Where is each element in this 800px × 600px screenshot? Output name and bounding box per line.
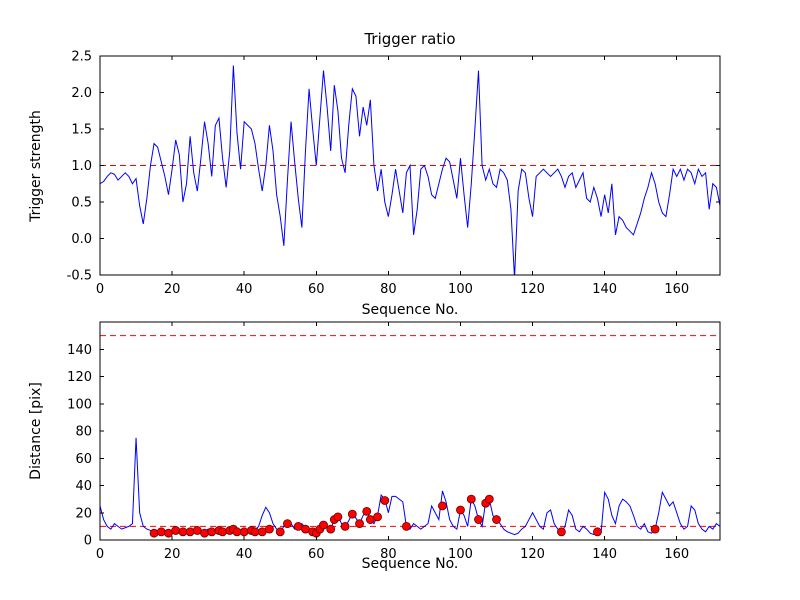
scatter-point bbox=[492, 515, 501, 524]
x-tick-label: 100 bbox=[448, 282, 473, 297]
y-tick-label: 2.5 bbox=[71, 50, 92, 65]
x-tick-label: 160 bbox=[664, 282, 689, 297]
scatter-point bbox=[232, 527, 242, 537]
tick-marks bbox=[99, 55, 720, 276]
y-tick-label: 0 bbox=[84, 534, 92, 549]
x-tick-label: 100 bbox=[448, 547, 473, 562]
scatter-point bbox=[171, 526, 181, 535]
scatter-point bbox=[373, 512, 382, 522]
scatter-point bbox=[149, 528, 159, 538]
scatter-point bbox=[250, 527, 260, 537]
chart1-title: Trigger ratio bbox=[364, 30, 456, 48]
x-tick-label: 60 bbox=[308, 547, 325, 562]
y-tick-label: 40 bbox=[75, 479, 92, 494]
scatter-point bbox=[293, 521, 303, 531]
scatter-point bbox=[265, 524, 274, 534]
chart-1-series bbox=[100, 65, 720, 275]
y-tick-label: 0.5 bbox=[71, 196, 92, 211]
x-tick-label: 0 bbox=[96, 547, 104, 562]
scatter-point bbox=[365, 515, 375, 524]
x-tick-label: 0 bbox=[96, 282, 104, 297]
scatter-point bbox=[456, 505, 465, 515]
x-tick-label: 40 bbox=[236, 547, 253, 562]
scatter-point bbox=[380, 496, 390, 505]
y-tick-label: 2.0 bbox=[71, 86, 92, 101]
x-tick-label: 20 bbox=[164, 282, 181, 297]
scatter-point bbox=[275, 527, 285, 537]
x-tick-label: 140 bbox=[592, 547, 617, 562]
scatter-point bbox=[650, 524, 660, 534]
x-tick-label: 120 bbox=[520, 282, 545, 297]
scatter-point bbox=[484, 494, 494, 504]
scatter-point bbox=[401, 521, 411, 531]
scatter-point bbox=[239, 527, 249, 537]
data-line bbox=[100, 437, 720, 536]
chart2-xlabel: Sequence No. bbox=[361, 556, 459, 572]
scatter-point bbox=[218, 527, 227, 537]
y-tick-label: 60 bbox=[75, 452, 92, 467]
scatter-point bbox=[593, 527, 602, 537]
chart-2-series bbox=[100, 335, 720, 538]
scatter-point bbox=[257, 527, 267, 537]
scatter-point bbox=[319, 520, 328, 530]
scatter-point bbox=[355, 519, 364, 529]
scatter-point bbox=[347, 509, 357, 519]
scatter-point bbox=[466, 494, 476, 504]
y-tick-label: 1.5 bbox=[71, 123, 92, 138]
x-tick-label: 60 bbox=[308, 282, 325, 297]
y-tick-label: 100 bbox=[67, 397, 92, 412]
x-tick-label: 80 bbox=[380, 282, 397, 297]
scatter-point bbox=[156, 527, 166, 537]
scatter-point bbox=[283, 519, 292, 529]
tick-marks bbox=[99, 322, 720, 541]
y-tick-label: -0.5 bbox=[67, 269, 92, 284]
scatter-point bbox=[301, 524, 310, 534]
scatter-point bbox=[326, 524, 336, 534]
y-tick-label: 20 bbox=[75, 506, 92, 521]
y-tick-label: 1.0 bbox=[71, 159, 92, 174]
x-tick-label: 120 bbox=[520, 547, 545, 562]
scatter-point bbox=[178, 527, 188, 537]
scatter-point bbox=[192, 526, 202, 535]
scatter-point bbox=[200, 528, 209, 538]
data-line bbox=[100, 65, 720, 275]
scatter-point bbox=[207, 527, 217, 537]
scatter-point bbox=[474, 515, 483, 524]
scatter-point bbox=[340, 521, 350, 531]
x-tick-label: 20 bbox=[164, 547, 181, 562]
y-tick-label: 80 bbox=[75, 425, 92, 440]
scatter-point bbox=[362, 506, 372, 516]
chart1-xlabel: Sequence No. bbox=[361, 302, 459, 318]
y-tick-label: 140 bbox=[67, 343, 92, 358]
x-tick-label: 40 bbox=[236, 282, 253, 297]
scatter-point bbox=[557, 527, 566, 537]
scatter-point bbox=[438, 501, 447, 511]
y-tick-label: 0.0 bbox=[71, 232, 92, 247]
scatter-point bbox=[185, 527, 195, 537]
scatter-point bbox=[164, 528, 173, 538]
x-tick-label: 80 bbox=[380, 547, 397, 562]
x-tick-label: 140 bbox=[592, 282, 617, 297]
axes-frame bbox=[99, 321, 721, 541]
scatter-point bbox=[333, 512, 343, 522]
x-tick-label: 160 bbox=[664, 547, 689, 562]
y-tick-label: 120 bbox=[67, 370, 92, 385]
